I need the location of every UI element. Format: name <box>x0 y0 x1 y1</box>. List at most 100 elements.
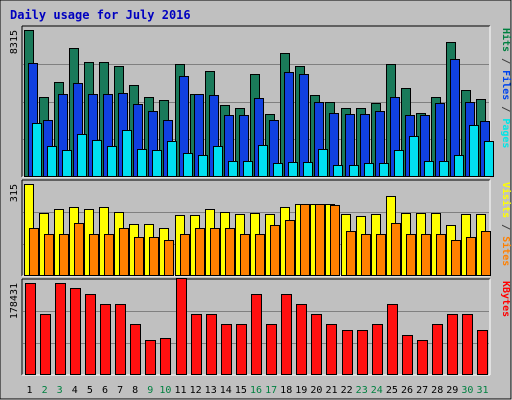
x-tick-label: 7 <box>117 385 123 396</box>
bar-pages <box>198 155 208 177</box>
x-tick-label: 12 <box>190 385 202 396</box>
panel-1: 8315 Hits / Files / Pages <box>9 25 512 178</box>
x-tick-label: 11 <box>174 385 186 396</box>
legend-entry: / <box>500 218 511 236</box>
bar-kbytes <box>342 330 353 375</box>
bar-pages <box>92 140 102 177</box>
bar-sites <box>376 234 386 276</box>
bar-kbytes <box>311 314 322 375</box>
x-tick-label: 17 <box>265 385 277 396</box>
x-tick-label: 3 <box>57 385 63 396</box>
bar-pages <box>409 136 419 177</box>
series-files <box>28 59 490 177</box>
panel-legend: Hits / Files / Pages <box>500 28 512 148</box>
x-tick-label: 13 <box>205 385 217 396</box>
bar-sites <box>164 240 174 276</box>
bar-pages <box>107 146 117 177</box>
bar-pages <box>243 161 253 177</box>
x-axis: 1 2 3 4 5 6 7 8 9 10 11 12 13 14 15 16 17 18 19 20 21 22 23 24 2… <box>26 385 488 396</box>
legend-entry: Pages <box>500 118 511 148</box>
x-tick-label: 10 <box>159 385 171 396</box>
bar-kbytes <box>251 294 262 375</box>
bar-pages <box>137 149 147 177</box>
bar-kbytes <box>236 324 247 375</box>
bar-sites <box>406 234 416 276</box>
bar-sites <box>421 234 431 276</box>
bar-kbytes <box>25 283 36 375</box>
bar-pages <box>228 161 238 177</box>
legend-entry: Sites <box>500 236 512 266</box>
bar-pages <box>333 165 343 177</box>
bar-pages <box>303 162 313 177</box>
x-tick-label: 24 <box>371 385 383 396</box>
bar-sites <box>44 234 54 276</box>
bar-pages <box>424 161 434 177</box>
bar-pages <box>439 161 449 177</box>
bar-kbytes <box>100 304 111 375</box>
legend-entry: Hits <box>500 28 512 52</box>
x-tick-label: 6 <box>102 385 108 396</box>
bar-sites <box>361 234 371 276</box>
bar-kbytes <box>387 304 398 375</box>
x-tick-label: 28 <box>431 385 443 396</box>
x-tick-label: 2 <box>42 385 48 396</box>
bar-sites <box>149 237 159 276</box>
series-pages <box>32 123 494 177</box>
bar-sites <box>134 237 144 276</box>
x-tick-label: 5 <box>87 385 93 396</box>
bar-kbytes <box>296 304 307 375</box>
x-tick-label: 15 <box>235 385 247 396</box>
bar-sites <box>436 234 446 276</box>
bar-kbytes <box>357 330 368 375</box>
panel-legend: Visits / Sites <box>500 182 512 266</box>
bar-sites <box>195 228 205 276</box>
bar-sites <box>330 205 340 276</box>
bar-pages <box>469 125 479 177</box>
bar-pages <box>213 146 223 177</box>
bar-pages <box>258 145 268 177</box>
bar-kbytes <box>447 314 458 375</box>
bar-kbytes <box>402 335 413 375</box>
bar-kbytes <box>417 340 428 375</box>
bar-sites <box>255 234 265 276</box>
bar-sites <box>300 204 310 276</box>
bar-sites <box>119 228 129 276</box>
x-tick-label: 16 <box>250 385 262 396</box>
bar-kbytes <box>221 324 232 375</box>
x-tick-label: 21 <box>325 385 337 396</box>
x-tick-label: 27 <box>416 385 428 396</box>
bar-sites <box>74 223 84 276</box>
chart-title: Daily usage for July 2016 <box>10 8 191 22</box>
x-tick-label: 23 <box>356 385 368 396</box>
bar-pages <box>152 150 162 177</box>
bar-kbytes <box>281 294 292 375</box>
bar-sites <box>59 234 69 276</box>
bar-sites <box>466 237 476 276</box>
bar-pages <box>167 141 177 177</box>
panel-max-label: 178431 <box>9 283 20 319</box>
x-tick-label: 20 <box>310 385 322 396</box>
bar-kbytes <box>160 338 171 375</box>
bar-kbytes <box>85 294 96 375</box>
x-tick-label: 26 <box>401 385 413 396</box>
panel-legend: KBytes <box>500 281 511 317</box>
x-tick-label: 30 <box>461 385 473 396</box>
bar-kbytes <box>326 324 337 375</box>
x-tick-label: 29 <box>446 385 458 396</box>
x-tick-label: 9 <box>147 385 153 396</box>
bar-files <box>284 72 294 177</box>
bar-pages <box>47 146 57 177</box>
x-tick-label: 1 <box>26 385 32 396</box>
bar-kbytes <box>266 324 277 375</box>
bar-sites <box>210 228 220 276</box>
bar-pages <box>62 150 72 177</box>
bar-kbytes <box>477 330 488 375</box>
x-tick-label: 4 <box>72 385 78 396</box>
bar-sites <box>270 225 280 276</box>
x-tick-label: 31 <box>476 385 488 396</box>
bar-sites <box>104 234 114 276</box>
bar-kbytes <box>462 314 473 375</box>
bar-pages <box>288 162 298 177</box>
bar-pages <box>394 150 404 177</box>
